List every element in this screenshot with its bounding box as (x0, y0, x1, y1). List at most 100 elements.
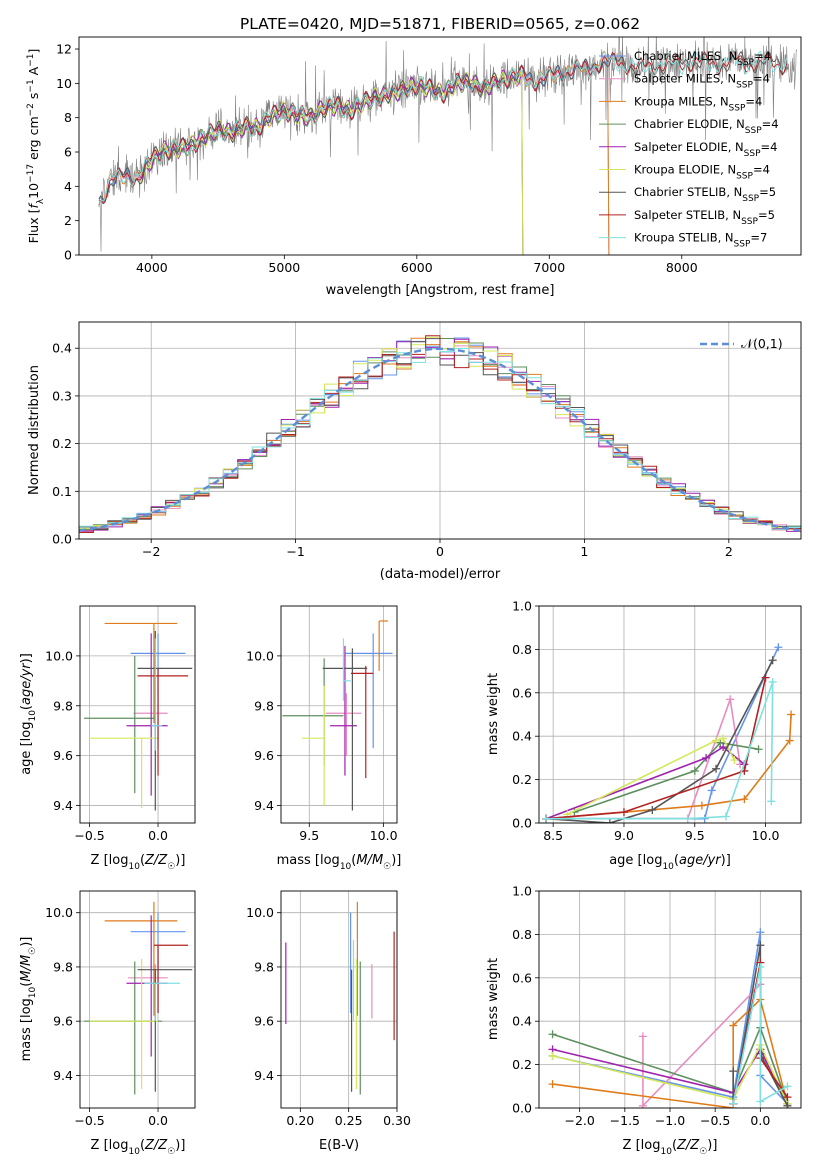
errorbar-point-3 (104, 901, 178, 1016)
mass-age-x-label: mass [log10(M/M☉)] (277, 853, 402, 872)
y-tick-label: 10.0 (246, 905, 274, 920)
label-part: mass [log (19, 998, 34, 1061)
x-tick-label: −0.5 (74, 1113, 104, 1128)
y-tick-label: 0.0 (512, 816, 532, 831)
label-part: λ (36, 198, 46, 204)
legend-label-9: Kroupa STELIB, NSSP=7 (634, 231, 767, 250)
label-part: =4 (753, 72, 770, 86)
errorbar-point-6 (301, 685, 325, 806)
y-tick-label: 0.4 (512, 729, 532, 744)
label-part: Kroupa STELIB, N (634, 231, 734, 245)
label-part: ☉ (167, 862, 175, 872)
x-tick-label: 0.30 (383, 1113, 411, 1128)
label-part: −17 (26, 164, 36, 183)
label-part: =5 (758, 208, 775, 222)
label-part: −1 (26, 79, 36, 92)
y-tick-label: 0.1 (52, 484, 72, 499)
y-tick-label: 0.4 (52, 341, 72, 356)
y-tick-label: 0.3 (52, 388, 72, 403)
label-part: Kroupa MILES, N (634, 94, 729, 108)
legend-label-6: Kroupa ELODIE, NSSP=4 (634, 163, 770, 182)
y-tick-label: 1.0 (512, 884, 532, 899)
plot-area-Z-mass (84, 901, 193, 1095)
weight-line-5 (545, 746, 745, 820)
errorbar-point-3 (378, 620, 389, 671)
label-part: 10 (128, 1147, 140, 1157)
label-part: Z/Z (144, 853, 168, 868)
y-tick-label: 9.8 (53, 959, 73, 974)
age-weight-y-label: mass weight (486, 673, 501, 755)
y-tick-label: 10.0 (45, 648, 73, 663)
spectrum-title: PLATE=0420, MJD=51871, FIBERID=0565, z=0… (240, 15, 640, 33)
x-tick-label: 10.0 (370, 828, 398, 843)
y-tick-label: 0.6 (512, 685, 532, 700)
plot-area-age-massweight (542, 643, 796, 823)
x-tick-label: 4000 (136, 260, 168, 275)
x-tick-label: 1 (580, 544, 588, 559)
weight-marker (721, 812, 730, 821)
label-part: =4 (745, 94, 762, 108)
label-part: ( (19, 982, 34, 987)
legend-label-8: Salpeter STELIB, NSSP=5 (634, 208, 775, 227)
x-tick-label: 0.0 (750, 1113, 770, 1128)
label-part: Salpeter ELODIE, N (634, 140, 744, 154)
y-tick-label: 2 (64, 213, 72, 228)
x-tick-label: −2.0 (564, 1113, 594, 1128)
plot-area-spectrum (98, 37, 798, 255)
x-tick-label: −0.5 (700, 1113, 730, 1128)
panel-spectrum: 4000 5000 6000 7000 8000 0 2 4 6 8 10 12 (56, 36, 802, 275)
weight-marker (783, 1101, 792, 1108)
x-tick-label: 0.0 (148, 1113, 168, 1128)
weight-marker (726, 695, 735, 704)
plot-area-Z-massweight (548, 928, 792, 1108)
label-part: M/M (19, 955, 34, 982)
weight-marker (787, 710, 796, 719)
label-part: )] (721, 853, 731, 868)
label-part: Salpeter STELIB, N (634, 208, 741, 222)
y-tick-label: 9.8 (53, 698, 73, 713)
x-tick-label: 0.25 (335, 1113, 363, 1128)
x-tick-label: 10.0 (752, 828, 780, 843)
spectrum-x-label: wavelength [Angstrom, rest frame] (326, 283, 555, 298)
label-part: ☉ (167, 1147, 175, 1157)
weight-marker (648, 805, 657, 814)
y-tick-label: 0.2 (512, 1057, 532, 1072)
weight-marker (719, 734, 728, 743)
weight-marker (730, 756, 739, 765)
z-weight-x-label: Z [log10(Z/Z☉)] (623, 1138, 718, 1157)
weight-marker (774, 643, 783, 652)
weight-marker (756, 928, 765, 937)
label-part: Z [log (623, 1138, 661, 1153)
legend-label-3: Kroupa MILES, NSSP=4 (634, 94, 762, 113)
y-tick-label: 10 (56, 76, 72, 91)
y-tick-label: 9.8 (254, 698, 274, 713)
label-part: 10 (662, 862, 674, 872)
x-tick-label: 0.0 (148, 828, 168, 843)
spectrum-y-label: Flux [fλ10−17 erg cm−2 s−1 A−1] (26, 49, 46, 244)
label-part: age [log (19, 722, 34, 775)
x-tick-label: 9.0 (614, 828, 634, 843)
weight-marker (768, 677, 777, 686)
y-tick-label: 9.6 (53, 1014, 73, 1029)
weight-marker (729, 1021, 738, 1030)
panel-residuals: −2 −1 0 1 2 0.0 0.1 0.2 0.3 0.4 (52, 321, 802, 559)
weight-marker (761, 673, 770, 682)
weight-marker (712, 764, 721, 773)
x-tick-label: 2 (725, 544, 733, 559)
errorbar-point-6 (89, 958, 159, 1090)
y-tick-label: 0.8 (512, 927, 532, 942)
label-part: ( (140, 1138, 145, 1153)
label-part: ( (674, 853, 679, 868)
label-part: age [log (609, 853, 662, 868)
y-tick-label: 9.4 (254, 1068, 274, 1083)
weight-line-6 (552, 1043, 789, 1105)
y-tick-label: 10.0 (45, 905, 73, 920)
label-part: f (26, 203, 41, 209)
residual-y-label: Normed distribution (27, 365, 42, 495)
panel-mass-age: 9.5 10.0 9.4 9.6 9.8 10.0 (246, 605, 398, 843)
weight-line-9 (732, 966, 788, 1104)
weight-marker (548, 1030, 557, 1039)
weight-marker (548, 1080, 557, 1089)
x-tick-label: −0.5 (74, 828, 104, 843)
